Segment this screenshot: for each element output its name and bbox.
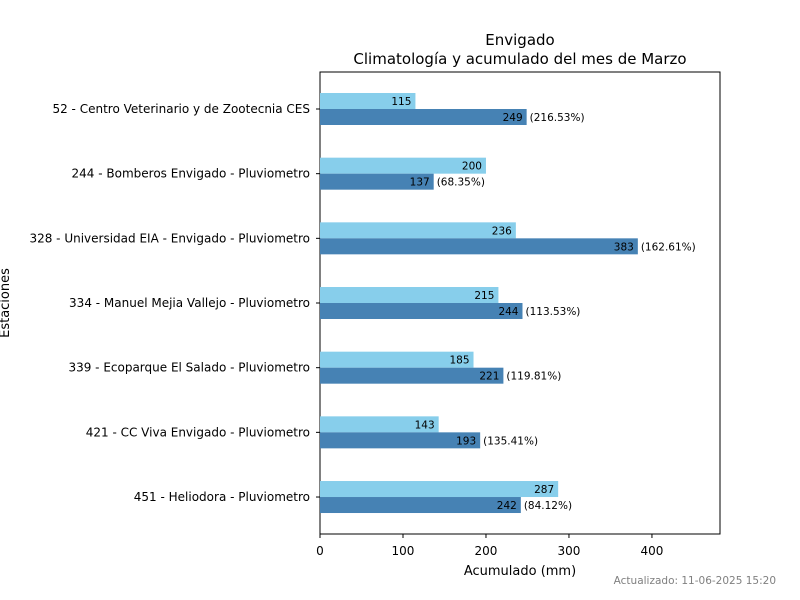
bar-value-label: 242 bbox=[497, 500, 517, 512]
updated-timestamp: Actualizado: 11-06-2025 15:20 bbox=[613, 575, 776, 587]
bar-value-label: 137 bbox=[410, 177, 430, 189]
percent-label: (84.12%) bbox=[524, 500, 572, 512]
x-tick-label: 300 bbox=[558, 544, 581, 558]
bar-accumulated bbox=[320, 432, 481, 449]
bars bbox=[320, 93, 638, 514]
bar-climatology bbox=[320, 481, 559, 498]
y-tick-label: 52 - Centro Veterinario y de Zootecnia C… bbox=[52, 102, 310, 116]
bar-climatology bbox=[320, 287, 499, 304]
bar-value-label: 236 bbox=[492, 225, 512, 237]
percent-label: (113.53%) bbox=[525, 306, 580, 318]
bar-value-label: 200 bbox=[462, 161, 482, 173]
y-tick-label: 328 - Universidad EIA - Envigado - Pluvi… bbox=[29, 231, 310, 245]
chart-subtitle: Climatología y acumulado del mes de Marz… bbox=[353, 50, 686, 68]
bar-value-label: 249 bbox=[503, 112, 523, 124]
y-tick-label: 244 - Bomberos Envigado - Pluviometro bbox=[72, 167, 310, 181]
bar-value-label: 244 bbox=[498, 306, 518, 318]
bar-accumulated bbox=[320, 238, 638, 255]
bar-climatology bbox=[320, 351, 474, 368]
bar-value-label: 221 bbox=[479, 371, 499, 383]
x-tick-label: 200 bbox=[475, 544, 498, 558]
chart-title: Envigado bbox=[485, 31, 554, 49]
x-tick-label: 100 bbox=[392, 544, 415, 558]
bar-value-label: 193 bbox=[456, 435, 476, 447]
bar-accumulated bbox=[320, 109, 527, 125]
bar-value-label: 115 bbox=[391, 96, 411, 108]
x-axis: 0 100 200 300 400 bbox=[316, 534, 663, 558]
y-axis: 52 - Centro Veterinario y de Zootecnia C… bbox=[29, 102, 320, 504]
percent-label: (135.41%) bbox=[483, 435, 538, 447]
bar-accumulated bbox=[320, 303, 523, 320]
bar-value-label: 383 bbox=[614, 241, 634, 253]
x-tick-label: 400 bbox=[640, 544, 663, 558]
x-axis-label: Acumulado (mm) bbox=[464, 564, 576, 579]
bar-accumulated bbox=[320, 497, 521, 514]
bar-accumulated bbox=[320, 173, 434, 190]
bar-climatology bbox=[320, 157, 486, 174]
bar-climatology bbox=[320, 93, 416, 109]
y-tick-label: 421 - CC Viva Envigado - Pluviometro bbox=[86, 425, 310, 439]
bar-climatology bbox=[320, 222, 516, 239]
percent-label: (68.35%) bbox=[437, 177, 485, 189]
bar-value-label: 287 bbox=[534, 484, 554, 496]
y-tick-label: 451 - Heliodora - Pluviometro bbox=[134, 490, 310, 504]
bar-accumulated bbox=[320, 367, 504, 384]
labels: 115 249 (216.53%) 200 137 (68.35%) 236 383 (162.… bbox=[391, 96, 695, 512]
bar-value-label: 215 bbox=[474, 290, 494, 302]
bar-climatology bbox=[320, 416, 439, 433]
bar-value-label: 185 bbox=[449, 355, 469, 367]
y-tick-label: 334 - Manuel Mejia Vallejo - Pluviometro bbox=[69, 296, 310, 310]
percent-label: (162.61%) bbox=[641, 241, 696, 253]
bar-value-label: 143 bbox=[415, 419, 435, 431]
y-tick-label: 339 - Ecoparque El Salado - Pluviometro bbox=[68, 361, 310, 375]
x-tick-label: 0 bbox=[316, 544, 324, 558]
percent-label: (119.81%) bbox=[506, 371, 561, 383]
y-axis-label: Estaciones bbox=[0, 268, 13, 338]
percent-label: (216.53%) bbox=[530, 112, 585, 124]
